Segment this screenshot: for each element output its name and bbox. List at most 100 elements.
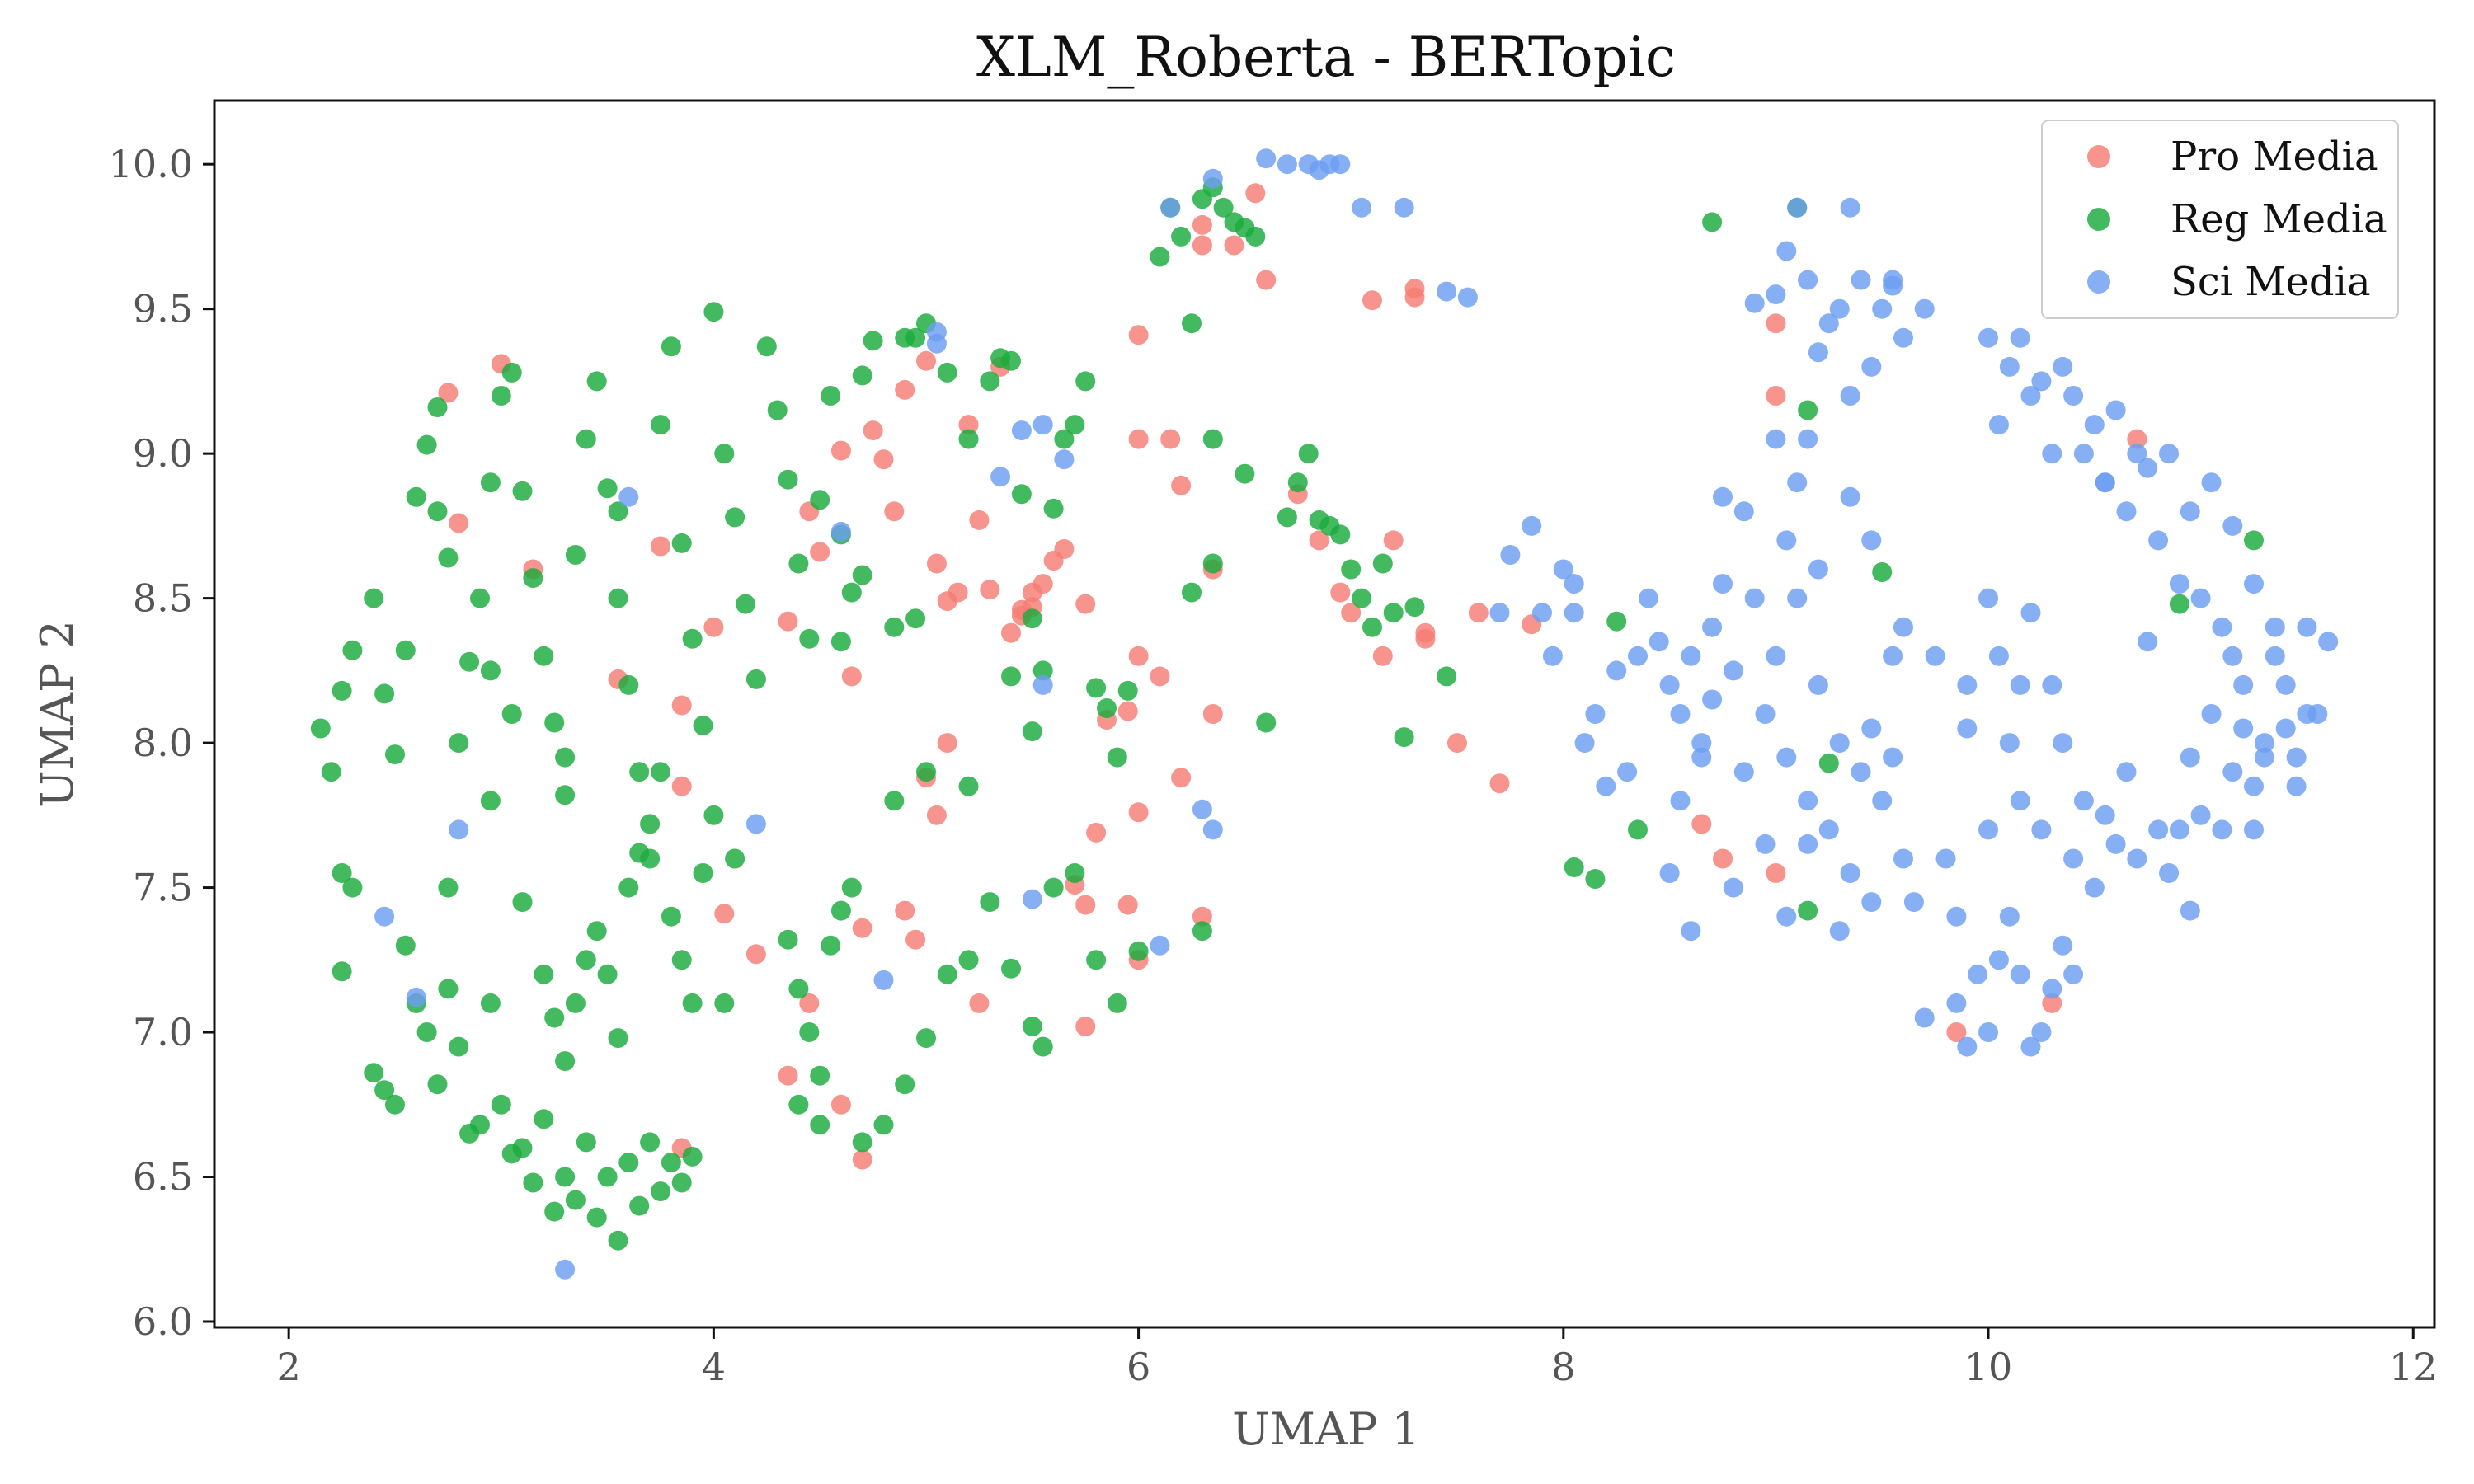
- point-sci-media-125: [2159, 444, 2179, 464]
- point-pro-media-76: [1341, 603, 1362, 623]
- point-reg-media-194: [1872, 562, 1893, 582]
- point-sci-media-102: [2020, 1036, 2041, 1057]
- point-reg-media-31: [618, 674, 639, 695]
- point-reg-media-158: [1171, 226, 1192, 247]
- point-pro-media-91: [1766, 313, 1786, 334]
- y-axis-ticks: 6.0 6.5 7.0 7.5 8.0 8.5 9.0 9.5 10.0: [109, 142, 214, 1344]
- point-sci-media-115: [2053, 356, 2073, 377]
- point-reg-media-122: [534, 1109, 554, 1129]
- x-tick-label: 6: [1126, 1345, 1150, 1389]
- point-reg-media-134: [661, 1153, 681, 1172]
- point-sci-media-53: [1744, 588, 1765, 608]
- point-reg-media-147: [640, 814, 661, 834]
- point-pro-media-1: [449, 513, 469, 533]
- point-sci-media-71: [1798, 270, 1818, 290]
- point-reg-media-71: [1086, 678, 1107, 698]
- point-sci-media-111: [2010, 327, 2030, 348]
- point-pro-media-20: [916, 350, 936, 371]
- point-reg-media-5: [332, 961, 352, 982]
- point-pro-media-25: [969, 510, 990, 530]
- point-sci-media-99: [1988, 950, 2009, 970]
- point-reg-media-137: [534, 964, 554, 984]
- point-sci-media-143: [1999, 733, 2020, 754]
- point-reg-media-153: [703, 805, 724, 825]
- point-sci-media-188: [1776, 906, 1797, 927]
- point-sci-media-61: [1829, 733, 1850, 754]
- point-pro-media-90: [1766, 863, 1786, 883]
- point-reg-media-100: [1192, 921, 1212, 942]
- point-reg-media-116: [470, 1115, 490, 1135]
- point-sci-media-86: [1808, 559, 1828, 580]
- point-reg-media-93: [1022, 1017, 1042, 1036]
- point-sci-media-144: [2010, 791, 2030, 811]
- y-tick-label: 7.5: [133, 866, 193, 910]
- point-reg-media-170: [1298, 444, 1319, 464]
- point-sci-media-108: [1978, 327, 1998, 348]
- point-sci-media-154: [2116, 762, 2137, 782]
- point-reg-media-55: [884, 617, 905, 637]
- point-sci-media-185: [1702, 689, 1723, 710]
- point-pro-media-35: [1054, 539, 1075, 559]
- point-sci-media-101: [2010, 964, 2030, 984]
- point-sci-media-19: [1160, 197, 1181, 218]
- point-reg-media-128: [597, 1167, 618, 1187]
- point-sci-media-85: [1798, 429, 1818, 449]
- point-sci-media-38: [1585, 704, 1606, 724]
- point-reg-media-145: [618, 877, 639, 898]
- point-reg-media-107: [374, 1080, 395, 1101]
- point-sci-media-31: [1489, 603, 1510, 623]
- point-pro-media-67: [1192, 214, 1212, 235]
- point-sci-media-0: [374, 906, 395, 927]
- point-sci-media-41: [1617, 762, 1638, 782]
- point-reg-media-154: [725, 848, 745, 869]
- point-sci-media-160: [2180, 747, 2200, 768]
- point-reg-media-80: [841, 877, 862, 898]
- point-sci-media-117: [2073, 444, 2094, 464]
- x-tick-label: 4: [702, 1345, 726, 1389]
- point-sci-media-13: [1032, 674, 1053, 695]
- point-pro-media-26: [980, 580, 1000, 600]
- point-reg-media-68: [1054, 429, 1075, 449]
- point-sci-media-116: [2063, 386, 2084, 406]
- point-sci-media-141: [1978, 588, 1998, 608]
- point-sci-media-180: [2244, 819, 2264, 840]
- point-pro-media-95: [2127, 429, 2147, 449]
- point-reg-media-89: [937, 964, 957, 984]
- point-pro-media-83: [1447, 733, 1467, 754]
- point-pro-media-69: [1224, 235, 1244, 256]
- point-sci-media-74: [1829, 298, 1850, 319]
- point-sci-media-148: [2053, 733, 2073, 754]
- point-reg-media-176: [1362, 617, 1382, 637]
- point-sci-media-5: [745, 814, 766, 834]
- point-pro-media-43: [1128, 802, 1149, 823]
- point-sci-media-16: [1150, 935, 1170, 956]
- point-reg-media-21: [512, 481, 533, 501]
- point-reg-media-204: [480, 660, 501, 681]
- point-pro-media-94: [2042, 993, 2062, 1013]
- point-sci-media-34: [1532, 603, 1552, 623]
- point-reg-media-161: [1213, 197, 1234, 218]
- point-sci-media-57: [1787, 588, 1808, 608]
- point-sci-media-173: [1903, 892, 1924, 913]
- point-reg-media-46: [778, 469, 798, 490]
- point-sci-media-100: [1999, 906, 2020, 927]
- point-sci-media-29: [1437, 281, 1457, 302]
- point-sci-media-169: [2275, 718, 2296, 739]
- point-sci-media-65: [1872, 791, 1893, 811]
- point-reg-media-177: [1372, 553, 1393, 574]
- point-reg-media-132: [640, 1132, 661, 1153]
- point-reg-media-23: [534, 646, 554, 666]
- point-reg-media-70: [1075, 371, 1096, 392]
- point-sci-media-172: [1893, 617, 1913, 637]
- point-reg-media-86: [873, 1115, 894, 1135]
- point-reg-media-114: [449, 1036, 469, 1057]
- point-sci-media-26: [1330, 154, 1351, 175]
- point-reg-media-193: [1818, 753, 1839, 773]
- point-sci-media-193: [1542, 646, 1563, 666]
- point-sci-media-49: [1702, 617, 1723, 637]
- point-pro-media-36: [1075, 594, 1096, 614]
- point-reg-media-2: [332, 680, 352, 701]
- point-reg-media-1: [321, 762, 341, 782]
- point-sci-media-18: [1202, 819, 1223, 840]
- point-reg-media-125: [565, 1190, 586, 1210]
